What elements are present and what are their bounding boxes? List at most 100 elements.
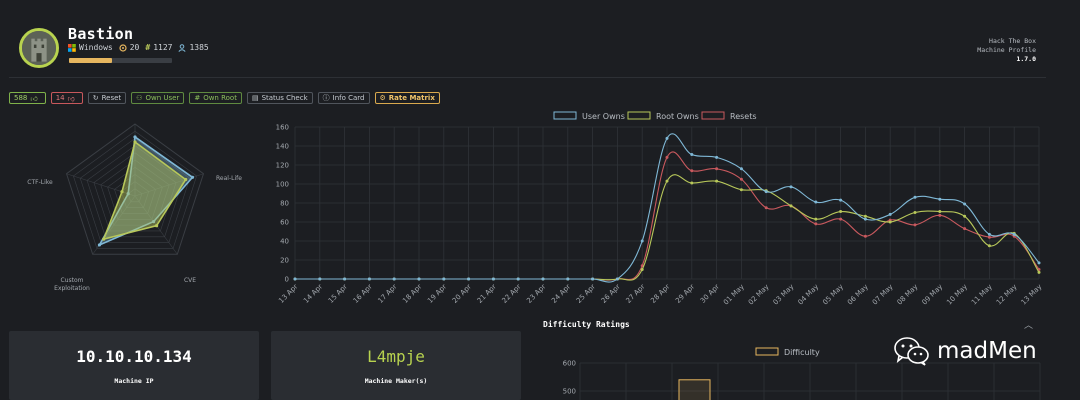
x-tick-label: 23 Apr <box>525 283 547 305</box>
data-point <box>293 277 297 281</box>
radar-point <box>133 140 137 144</box>
radar-point <box>102 237 106 241</box>
watermark: madMen <box>893 336 1037 366</box>
header-divider <box>9 77 1046 78</box>
info-card-button[interactable]: ⓘ Info Card <box>317 92 370 104</box>
data-point <box>591 277 595 281</box>
difficulty-bar-chart: 600 500 Difficulty <box>563 347 1041 400</box>
data-point <box>318 277 322 281</box>
data-point <box>987 232 991 236</box>
radar-series-area <box>102 140 187 241</box>
machine-ip-value[interactable]: 10.10.10.134 <box>76 347 192 366</box>
data-point <box>715 167 719 171</box>
points-info: 20 <box>119 43 139 52</box>
thumbs-down-icon: 👎︎ <box>67 94 75 103</box>
legend-swatch[interactable] <box>553 111 577 120</box>
x-tick-label: 29 Apr <box>674 283 696 305</box>
legend-label[interactable]: Root Owns <box>656 112 699 121</box>
difficulty-title: Difficulty Ratings <box>543 320 630 329</box>
legend-swatch[interactable] <box>627 111 651 120</box>
user-icon <box>178 43 187 52</box>
profile-info: Hack The Box Machine Profile 1.7.0 <box>977 37 1036 64</box>
windows-icon <box>68 43 76 52</box>
own-user-button[interactable]: ⚇ Own User <box>131 92 185 104</box>
x-tick-label: 06 May <box>846 283 870 307</box>
dislike-button[interactable]: 14 👎︎ <box>50 92 83 104</box>
status-check-button[interactable]: ▤ Status Check <box>246 92 313 104</box>
like-count: 588 <box>14 94 28 102</box>
data-point <box>715 179 719 183</box>
data-point <box>938 213 942 217</box>
radar-axis-label: CTF-Like <box>27 179 53 186</box>
thumbs-up-icon: 👍︎ <box>30 94 38 103</box>
watermark-text: madMen <box>937 338 1037 364</box>
data-point <box>665 155 669 159</box>
machine-progress-fill <box>69 58 113 63</box>
legend-label[interactable]: Resets <box>730 112 757 121</box>
radar-grid-ring <box>107 166 163 220</box>
data-point <box>690 153 694 157</box>
data-point <box>442 277 446 281</box>
radar-point <box>133 135 137 139</box>
x-tick-label: 20 Apr <box>451 283 473 305</box>
reset-button[interactable]: ↻ Reset <box>87 92 127 104</box>
radar-axis-label: Real-Life <box>216 175 242 182</box>
data-point <box>888 220 892 224</box>
y-tick-label: 500 <box>563 388 576 396</box>
own-user-label: Own User <box>145 94 180 102</box>
data-point <box>739 167 743 171</box>
server-icon: ▤ <box>251 94 259 102</box>
x-tick-label: 03 May <box>772 283 796 307</box>
profile-line2: Machine Profile <box>977 46 1036 54</box>
radar-grid-ring <box>73 130 197 249</box>
data-point <box>1037 270 1041 274</box>
data-point <box>715 155 719 159</box>
y-tick-label: 160 <box>276 124 289 132</box>
x-tick-label: 28 Apr <box>649 283 671 305</box>
chevron-up-icon[interactable]: ︿ <box>1024 321 1034 331</box>
x-tick-label: 12 May <box>995 283 1019 307</box>
like-button[interactable]: 588 👍︎ <box>9 92 46 104</box>
data-point <box>987 235 991 239</box>
user-owns-info: 1385 <box>178 43 209 52</box>
machine-maker-card: L4mpje Machine Maker(s) <box>271 331 521 400</box>
data-point <box>541 277 545 281</box>
data-point <box>739 188 743 192</box>
legend-swatch[interactable] <box>701 111 725 120</box>
x-tick-label: 27 Apr <box>625 283 647 305</box>
x-tick-label: 25 Apr <box>575 283 597 305</box>
y-tick-label: 20 <box>280 257 289 265</box>
radar-axis-line <box>66 173 136 197</box>
data-point <box>814 217 818 221</box>
data-point <box>690 181 694 185</box>
data-point <box>789 185 793 189</box>
x-tick-label: 24 Apr <box>550 283 572 305</box>
radar-grid-ring <box>65 123 205 255</box>
data-point <box>343 277 347 281</box>
machine-maker-value[interactable]: L4mpje <box>367 347 425 366</box>
rate-matrix-button[interactable]: ⚙ Rate Matrix <box>374 92 440 104</box>
legend-swatch[interactable] <box>755 347 779 356</box>
y-tick-label: 120 <box>276 162 289 170</box>
reset-icon: ↻ <box>92 94 99 102</box>
own-root-button[interactable]: # Own Root <box>189 92 242 104</box>
radar-point <box>120 190 124 194</box>
info-card-label: Info Card <box>332 94 365 102</box>
data-point <box>963 227 967 231</box>
x-tick-label: 19 Apr <box>426 283 448 305</box>
x-tick-label: 26 Apr <box>600 283 622 305</box>
legend-label[interactable]: User Owns <box>582 112 625 121</box>
profile-version: 1.7.0 <box>1016 55 1036 63</box>
data-point <box>392 277 396 281</box>
data-point <box>938 210 942 214</box>
rate-matrix-radar-chart: EnumerationReal-LifeCVECustomExploitatio… <box>27 123 242 292</box>
data-point <box>839 198 843 202</box>
legend-label[interactable]: Difficulty <box>784 348 820 357</box>
y-tick-label: 100 <box>276 181 289 189</box>
y-tick-label: 40 <box>280 238 289 246</box>
y-tick-label: 140 <box>276 143 289 151</box>
x-tick-label: 21 Apr <box>476 283 498 305</box>
os-label: Windows <box>79 43 113 52</box>
data-point <box>739 177 743 181</box>
radar-axis-label: CVE <box>184 277 196 284</box>
